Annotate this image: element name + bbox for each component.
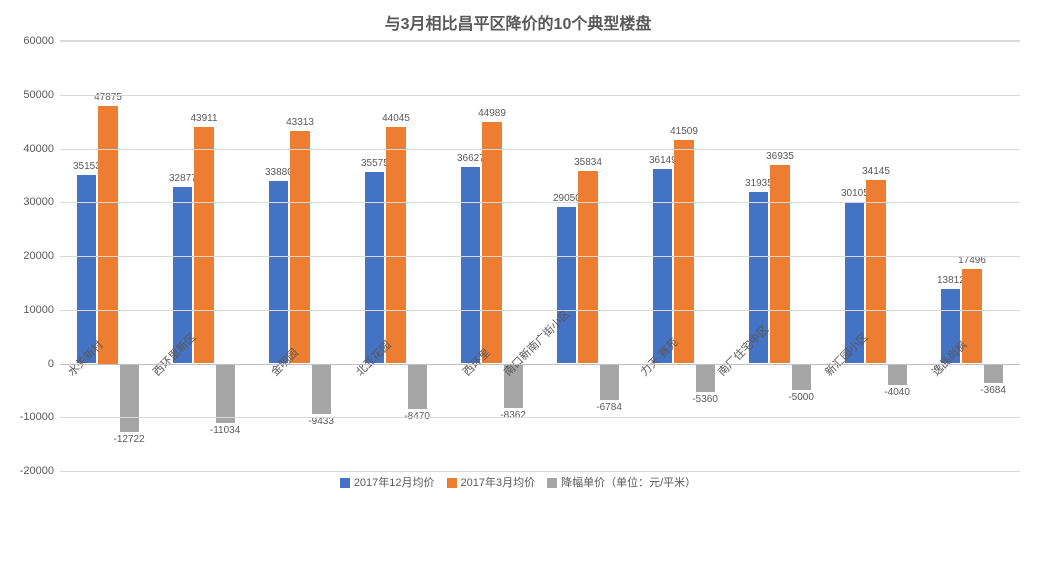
bar-value-label: 17496 (958, 255, 986, 266)
bar (120, 364, 139, 432)
bar-value-label: 34145 (862, 166, 890, 177)
legend: 2017年12月均价 2017年3月均价 降幅单价（单位：元/平米） (10, 474, 1026, 490)
bar-value-label: 31935 (745, 178, 773, 189)
bar (866, 180, 885, 364)
bar-value-label: -8362 (500, 410, 526, 421)
plot-area: 3515347875-12722水关新村3287743911-11034西环里新… (60, 40, 1020, 470)
bar-value-label: 32877 (169, 173, 197, 184)
y-tick-label: -10000 (20, 411, 60, 423)
chart-container: 与3月相比昌平区降价的10个典型楼盘 3515347875-12722水关新村3… (0, 0, 1046, 563)
bar (461, 167, 480, 364)
bar-value-label: -5000 (788, 392, 814, 403)
bar-value-label: 35153 (73, 161, 101, 172)
bar-value-label: -3684 (980, 385, 1006, 396)
bar (600, 364, 619, 400)
legend-label: 2017年3月均价 (461, 477, 536, 489)
legend-item: 2017年3月均价 (447, 474, 536, 490)
bar-value-label: -11034 (210, 425, 240, 436)
legend-swatch (447, 478, 457, 488)
bar-value-label: 36149 (649, 155, 677, 166)
y-tick-label: 60000 (23, 35, 60, 47)
bar-value-label: 30105 (841, 188, 869, 199)
y-tick-label: 30000 (23, 196, 60, 208)
gridline (60, 95, 1020, 96)
legend-item: 降幅单价（单位：元/平米） (547, 474, 696, 490)
bar-value-label: 44989 (478, 108, 506, 119)
y-tick-label: -20000 (20, 465, 60, 477)
bar-value-label: 35575 (361, 158, 389, 169)
legend-label: 降幅单价（单位：元/平米） (561, 477, 696, 489)
bar-value-label: 35834 (574, 157, 602, 168)
bar-value-label: -12722 (114, 434, 145, 445)
y-tick-label: 50000 (23, 89, 60, 101)
bar (888, 364, 907, 386)
bar-value-label: -4040 (884, 387, 910, 398)
gridline (60, 471, 1020, 472)
gridline (60, 417, 1020, 418)
gridline (60, 149, 1020, 150)
bar (408, 364, 427, 410)
y-tick-label: 40000 (23, 143, 60, 155)
legend-swatch (340, 478, 350, 488)
y-tick-label: 20000 (23, 250, 60, 262)
bar (98, 106, 117, 363)
chart-title: 与3月相比昌平区降价的10个典型楼盘 (10, 10, 1026, 34)
bar-value-label: 43313 (286, 117, 314, 128)
legend-label: 2017年12月均价 (354, 477, 435, 489)
bar (792, 364, 811, 391)
bar-value-label: 44045 (382, 113, 410, 124)
gridline (60, 256, 1020, 257)
gridline (60, 41, 1020, 42)
bar (365, 172, 384, 363)
bar (482, 122, 501, 364)
bar-value-label: 36935 (766, 151, 794, 162)
y-tick-label: 0 (48, 358, 60, 370)
bar (674, 140, 693, 363)
zero-line (60, 364, 1020, 365)
legend-swatch (547, 478, 557, 488)
bar (770, 165, 789, 364)
bar (696, 364, 715, 393)
bar (269, 181, 288, 363)
bar-value-label: 36627 (457, 153, 485, 164)
bar (194, 127, 213, 363)
bar-value-label: -6784 (596, 402, 622, 413)
legend-item: 2017年12月均价 (340, 474, 435, 490)
gridline (60, 310, 1020, 311)
bar (557, 207, 576, 363)
bar (984, 364, 1003, 384)
bar-value-label: 43911 (190, 113, 217, 124)
bar-value-label: 41509 (670, 126, 698, 137)
bar (290, 131, 309, 364)
bar-value-label: 13812 (937, 275, 965, 286)
bar (312, 364, 331, 415)
bar (578, 171, 597, 364)
bar (386, 127, 405, 364)
bar-value-label: 33880 (265, 167, 293, 178)
y-tick-label: 10000 (23, 304, 60, 316)
bar-value-label: -5360 (692, 394, 718, 405)
bar (216, 364, 235, 423)
gridline (60, 202, 1020, 203)
